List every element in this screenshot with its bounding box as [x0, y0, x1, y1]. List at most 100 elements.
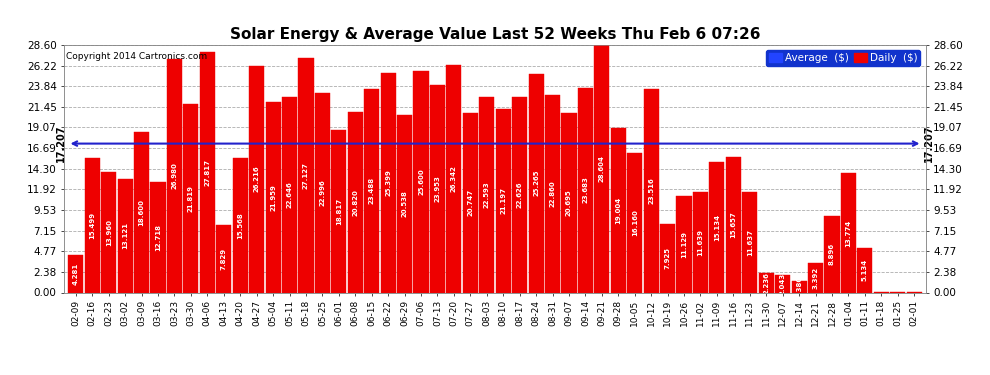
Text: 23.516: 23.516 [648, 177, 654, 204]
Text: 4.281: 4.281 [73, 263, 79, 285]
Text: 20.538: 20.538 [402, 190, 408, 217]
Bar [544, 94, 560, 292]
Text: 26.980: 26.980 [171, 162, 177, 189]
Text: 11.639: 11.639 [698, 229, 704, 256]
Text: 19.004: 19.004 [615, 196, 622, 224]
Bar [332, 130, 346, 292]
Title: Solar Energy & Average Value Last 52 Weeks Thu Feb 6 07:26: Solar Energy & Average Value Last 52 Wee… [230, 27, 760, 42]
Bar [841, 173, 856, 292]
Bar [693, 192, 708, 292]
Text: 23.683: 23.683 [582, 177, 588, 204]
Bar [118, 179, 133, 292]
Text: 22.646: 22.646 [286, 181, 292, 208]
Bar [512, 97, 528, 292]
Bar [660, 224, 675, 292]
Text: 23.953: 23.953 [435, 176, 441, 202]
Bar [479, 97, 494, 292]
Bar [446, 64, 461, 292]
Bar [808, 263, 823, 292]
Text: 22.593: 22.593 [484, 182, 490, 208]
Text: 22.996: 22.996 [320, 180, 326, 206]
Legend: Average  ($), Daily  ($): Average ($), Daily ($) [766, 50, 921, 66]
Text: 15.657: 15.657 [731, 211, 737, 238]
Text: 7.925: 7.925 [664, 247, 670, 269]
Bar [364, 89, 379, 292]
Bar [265, 102, 280, 292]
Text: 22.860: 22.860 [549, 180, 555, 207]
Bar [200, 52, 215, 292]
Text: 20.820: 20.820 [352, 189, 358, 216]
Bar [347, 112, 363, 292]
Bar [627, 153, 643, 292]
Bar [282, 96, 297, 292]
Bar [611, 128, 626, 292]
Bar [594, 45, 610, 292]
Bar [710, 162, 725, 292]
Bar [298, 58, 314, 292]
Text: 2.236: 2.236 [763, 272, 769, 294]
Bar [85, 158, 100, 292]
Text: 12.718: 12.718 [155, 224, 161, 251]
Bar [529, 74, 544, 292]
Text: 25.399: 25.399 [385, 169, 391, 196]
Bar [775, 275, 790, 292]
Text: 22.626: 22.626 [517, 182, 523, 208]
Text: 27.817: 27.817 [204, 159, 210, 186]
Text: 1.380: 1.380 [796, 275, 802, 298]
Bar [758, 273, 774, 292]
Text: 20.695: 20.695 [566, 190, 572, 216]
Text: 26.342: 26.342 [450, 165, 457, 192]
Text: 7.829: 7.829 [221, 248, 227, 270]
Text: 21.197: 21.197 [500, 187, 506, 214]
Bar [249, 66, 264, 292]
Bar [380, 73, 396, 292]
Text: 21.959: 21.959 [270, 184, 276, 211]
Bar [134, 132, 149, 292]
Text: 11.637: 11.637 [746, 229, 752, 256]
Bar [726, 157, 741, 292]
Bar [676, 196, 692, 292]
Text: 28.604: 28.604 [599, 155, 605, 182]
Text: 13.121: 13.121 [122, 222, 128, 249]
Bar [414, 71, 429, 292]
Bar [397, 115, 412, 292]
Text: 27.127: 27.127 [303, 162, 309, 189]
Bar [825, 216, 840, 292]
Text: 18.600: 18.600 [139, 198, 145, 225]
Text: 25.265: 25.265 [533, 170, 540, 196]
Bar [315, 93, 330, 292]
Bar [578, 87, 593, 292]
Text: 18.817: 18.817 [336, 198, 342, 225]
Text: 23.488: 23.488 [368, 177, 375, 204]
Bar [792, 280, 807, 292]
Text: 17.207: 17.207 [56, 125, 66, 162]
Text: 15.568: 15.568 [238, 212, 244, 238]
Bar [233, 158, 248, 292]
Bar [496, 109, 511, 292]
Text: 20.747: 20.747 [467, 189, 473, 216]
Text: 11.129: 11.129 [681, 231, 687, 258]
Text: 21.819: 21.819 [188, 184, 194, 211]
Bar [150, 183, 165, 292]
Bar [216, 225, 232, 292]
Text: 13.774: 13.774 [845, 219, 851, 246]
Bar [462, 113, 478, 292]
Bar [742, 192, 757, 292]
Text: 15.499: 15.499 [89, 212, 95, 239]
Text: 25.600: 25.600 [418, 168, 424, 195]
Bar [183, 104, 198, 292]
Bar [68, 255, 83, 292]
Text: 26.216: 26.216 [253, 166, 259, 192]
Bar [101, 172, 116, 292]
Bar [430, 85, 446, 292]
Text: 5.134: 5.134 [862, 259, 868, 281]
Text: 13.960: 13.960 [106, 219, 112, 246]
Text: 2.043: 2.043 [780, 273, 786, 295]
Bar [644, 89, 658, 292]
Text: 17.207: 17.207 [924, 125, 934, 162]
Bar [167, 59, 182, 292]
Text: 8.896: 8.896 [829, 243, 835, 265]
Text: 3.392: 3.392 [813, 267, 819, 289]
Text: Copyright 2014 Cartronics.com: Copyright 2014 Cartronics.com [66, 53, 207, 62]
Text: 16.160: 16.160 [632, 209, 638, 236]
